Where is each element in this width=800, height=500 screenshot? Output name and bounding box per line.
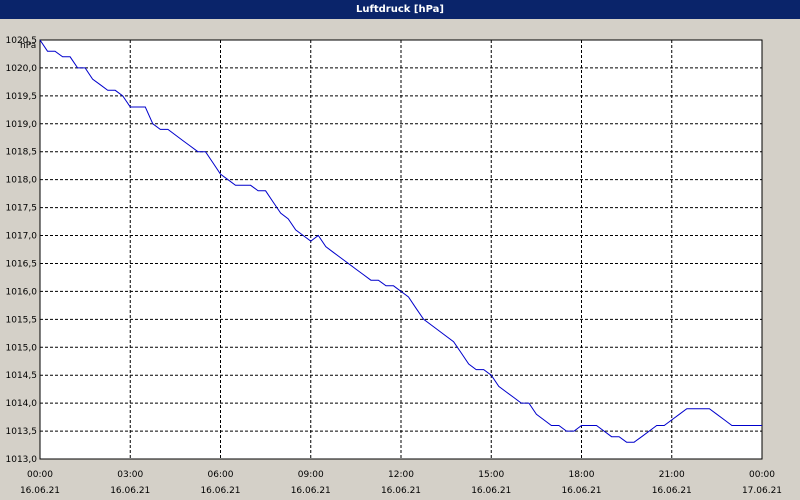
x-tick-date-label: 16.06.21	[381, 486, 421, 496]
x-tick-time-label: 03:00	[117, 470, 143, 480]
y-tick-label: 1019,0	[6, 120, 38, 130]
y-tick-label: 1017,0	[6, 232, 38, 242]
x-tick-time-label: 21:00	[659, 470, 685, 480]
y-tick-label: 1013,5	[6, 427, 38, 437]
x-tick-time-label: 00:00	[749, 470, 775, 480]
y-axis-unit-label: hPa	[20, 41, 36, 51]
x-axis-ticks: 00:00 16.06.21 03:00 16.06.21 06:00 16.06.21 0…	[20, 470, 782, 496]
y-tick-label: 1017,5	[6, 204, 38, 214]
x-tick-date-label: 16.06.21	[561, 486, 601, 496]
y-axis-ticks: 1020,5 1020,0 1019,5 1019,0 1018,5 1018,0 1017…	[6, 36, 38, 465]
y-tick-label: 1015,0	[6, 343, 38, 353]
x-tick-time-label: 09:00	[298, 470, 324, 480]
series-line	[39, 39, 762, 443]
x-tick-date-label: 16.06.21	[20, 486, 60, 496]
x-tick-time-label: 18:00	[569, 470, 595, 480]
y-tick-label: 1019,5	[6, 92, 38, 102]
x-tick-time-label: 15:00	[478, 470, 504, 480]
x-tick-time-label: 12:00	[388, 470, 414, 480]
plot-area	[39, 39, 763, 460]
y-tick-label: 1016,5	[6, 259, 38, 269]
y-tick-label: 1020,5	[6, 36, 38, 46]
x-tick-date-label: 16.06.21	[471, 486, 511, 496]
x-tick-time-label: 00:00	[27, 470, 53, 480]
x-tick-date-label: 16.06.21	[110, 486, 150, 496]
y-tick-label: 1018,0	[6, 176, 38, 186]
grid	[40, 39, 762, 460]
y-tick-label: 1014,5	[6, 371, 38, 381]
x-tick-date-label: 16.06.21	[291, 486, 331, 496]
x-tick-time-label: 06:00	[208, 470, 234, 480]
chart-title: Luftdruck [hPa]	[0, 0, 800, 19]
y-tick-label: 1020,0	[6, 64, 38, 74]
x-tick-date-label: 17.06.21	[742, 486, 782, 496]
y-tick-label: 1014,0	[6, 399, 38, 409]
y-tick-label: 1013,0	[6, 455, 38, 465]
x-tick-date-label: 16.06.21	[200, 486, 240, 496]
y-tick-label: 1018,5	[6, 148, 38, 158]
x-tick-date-label: 16.06.21	[652, 486, 692, 496]
y-tick-label: 1015,5	[6, 315, 38, 325]
y-tick-label: 1016,0	[6, 287, 38, 297]
